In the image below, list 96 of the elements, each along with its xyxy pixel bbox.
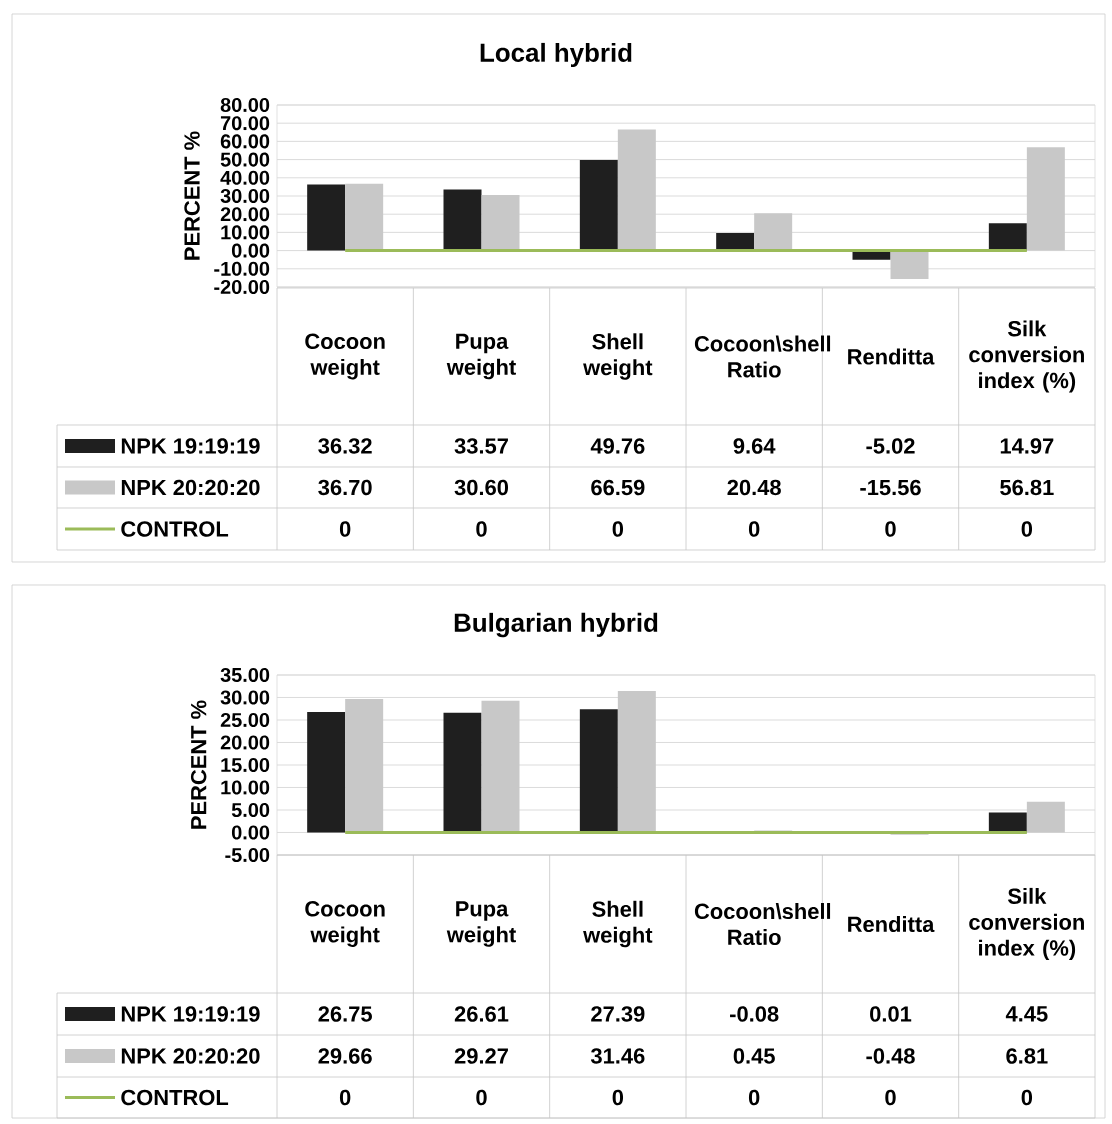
data-label: 0 <box>885 521 896 537</box>
y-tick-label: 10.00 <box>221 780 270 795</box>
legend-label: NPK 19:19:19 <box>121 438 260 454</box>
y-tick-label: 50.00 <box>220 152 270 167</box>
data-label: 0 <box>476 1089 487 1106</box>
data-label: 0 <box>476 521 487 537</box>
data-label: 26.61 <box>454 1006 509 1022</box>
x-tick-label: Pupa weight <box>446 901 516 947</box>
x-tick-label: Cocoon weight <box>305 901 385 947</box>
bar <box>345 183 384 251</box>
y-tick-label: 20.00 <box>220 207 270 222</box>
bar <box>617 690 656 833</box>
data-label: -0.08 <box>730 1006 779 1022</box>
x-tick-label: Cocoon\shell Ratio <box>694 903 831 946</box>
data-label: 29.66 <box>318 1048 372 1064</box>
bar <box>307 184 346 251</box>
data-label: 36.32 <box>318 438 372 454</box>
data-label: 4.45 <box>1005 1006 1048 1022</box>
legend-label: NPK 20:20:20 <box>121 479 260 496</box>
x-tick-label: Silk conversion index (%) <box>969 320 1084 393</box>
x-tick-label: Pupa weight <box>446 333 516 380</box>
x-tick-label: Renditta <box>848 915 935 933</box>
x-tick-label: Shell weight <box>583 333 653 380</box>
y-tick-label: 80.00 <box>220 97 270 113</box>
x-tick-label: Shell weight <box>583 900 653 948</box>
y-tick-label: 10.00 <box>221 225 270 240</box>
data-label: 26.75 <box>318 1006 372 1022</box>
data-label: 0 <box>339 521 351 537</box>
legend-label: CONTROL <box>121 521 229 537</box>
y-tick-label: 25.00 <box>220 712 270 728</box>
data-label: 0 <box>885 1089 896 1106</box>
y-tick-label: 30.00 <box>220 690 270 705</box>
y-tick-label: 60.00 <box>220 134 270 149</box>
data-label: 0 <box>612 1089 624 1106</box>
legend-label: NPK 20:20:20 <box>121 1048 260 1064</box>
data-label: 33.57 <box>454 438 508 454</box>
data-label: 0 <box>1021 1089 1033 1106</box>
bar <box>579 160 618 251</box>
bar <box>988 812 1027 833</box>
bar <box>481 194 520 251</box>
bar <box>443 712 482 833</box>
legend-label: NPK 19:19:19 <box>121 1006 260 1022</box>
data-label: 66.59 <box>591 479 645 496</box>
data-label: 0 <box>1021 521 1033 537</box>
y-tick-label: 5.00 <box>231 802 270 818</box>
bar <box>890 250 929 279</box>
data-label: 0 <box>748 521 760 537</box>
bar <box>443 189 482 251</box>
data-label: 0 <box>612 521 624 537</box>
x-tick-label: Cocoon\shell Ratio <box>694 335 831 378</box>
data-label: -15.56 <box>860 479 921 496</box>
y-tick-label: 70.00 <box>220 116 270 131</box>
data-label: 0.01 <box>870 1006 912 1022</box>
y-tick-label: 30.00 <box>220 188 270 204</box>
data-label: 30.60 <box>454 479 509 496</box>
chart-title: Bulgarian hybrid <box>454 612 658 638</box>
y-axis-title: PERCENT % <box>190 700 207 829</box>
bar <box>1026 147 1065 251</box>
bar <box>617 129 656 251</box>
y-tick-label: 40.00 <box>220 170 270 185</box>
data-label: 14.97 <box>1000 438 1054 454</box>
y-tick-label: -20.00 <box>214 279 270 295</box>
y-tick-label: -10.00 <box>214 261 270 276</box>
y-tick-label: -5.00 <box>225 847 270 863</box>
y-tick-label: 35.00 <box>220 667 270 683</box>
data-label: 49.76 <box>590 438 645 454</box>
data-label: 27.39 <box>591 1006 645 1022</box>
data-label: 36.70 <box>318 479 372 496</box>
y-tick-label: 15.00 <box>221 757 270 773</box>
data-label: 29.27 <box>454 1048 508 1064</box>
y-tick-label: 0.00 <box>231 825 270 840</box>
data-label: 6.81 <box>1006 1048 1048 1064</box>
bar <box>481 700 520 833</box>
data-label: 0.45 <box>733 1048 775 1064</box>
data-label: 20.48 <box>727 479 781 496</box>
x-tick-label: Silk conversion index (%) <box>969 887 1084 961</box>
bar <box>579 709 618 833</box>
bar <box>754 213 793 251</box>
bar <box>1026 801 1065 833</box>
data-label: 56.81 <box>1000 479 1054 496</box>
legend-label: CONTROL <box>121 1089 229 1106</box>
x-tick-label: Renditta <box>848 348 935 365</box>
data-label: -5.02 <box>866 438 915 454</box>
data-label: 31.46 <box>590 1048 645 1064</box>
bar <box>988 223 1027 251</box>
x-tick-label: Cocoon weight <box>305 333 385 380</box>
data-label: -0.48 <box>866 1048 915 1064</box>
y-tick-label: 20.00 <box>220 735 270 750</box>
data-label: 0 <box>748 1089 760 1106</box>
bar <box>307 712 346 833</box>
y-tick-label: 0.00 <box>231 243 270 258</box>
data-label: 9.64 <box>733 438 776 454</box>
chart-title: Local hybrid <box>480 42 632 68</box>
y-axis-title: PERCENT % <box>184 131 200 260</box>
data-label: 0 <box>339 1089 351 1106</box>
bar <box>345 699 384 833</box>
